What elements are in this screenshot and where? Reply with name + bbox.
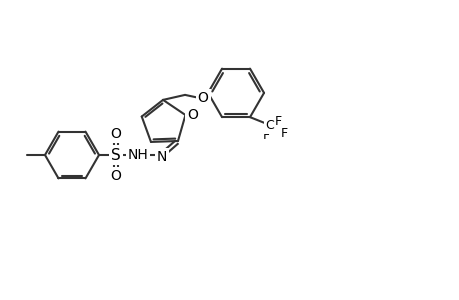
Text: F: F: [262, 129, 269, 142]
Text: NH: NH: [127, 148, 148, 162]
Text: S: S: [111, 148, 121, 163]
Text: O: O: [187, 108, 197, 122]
Text: N: N: [157, 150, 167, 164]
Text: O: O: [110, 169, 121, 183]
Text: C: C: [265, 118, 274, 132]
Text: O: O: [197, 91, 208, 105]
Text: F: F: [280, 127, 287, 140]
Text: F: F: [274, 115, 281, 128]
Text: O: O: [110, 127, 121, 141]
